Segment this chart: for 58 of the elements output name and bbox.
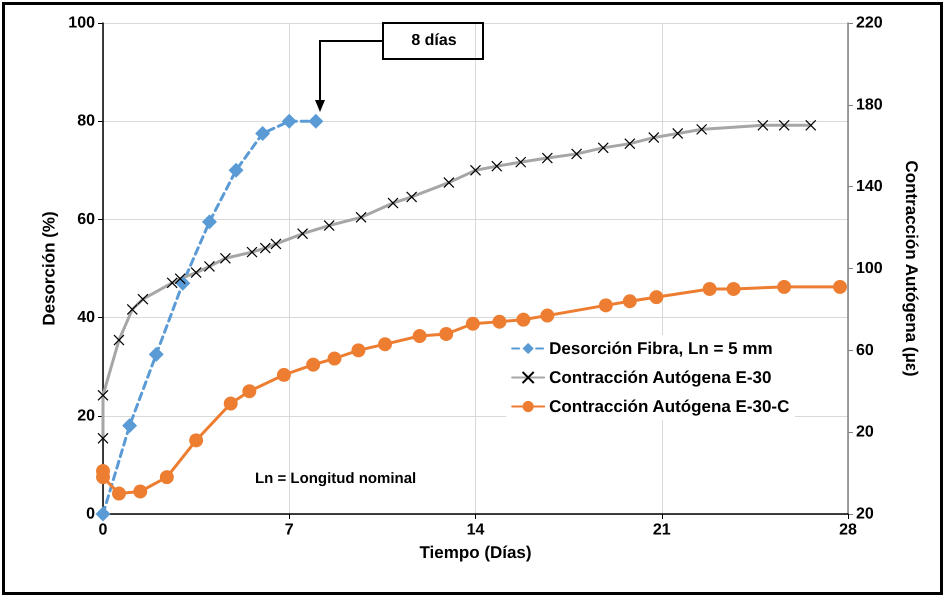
y2-tick-label: 100 xyxy=(856,260,883,277)
y2-tick-label: 140 xyxy=(856,178,883,196)
point xyxy=(378,337,392,352)
point xyxy=(833,280,848,294)
point xyxy=(649,290,664,304)
point xyxy=(224,396,238,411)
point xyxy=(726,282,741,296)
point xyxy=(96,506,110,522)
point xyxy=(516,312,530,327)
point xyxy=(202,214,217,230)
y-tick-label: 60 xyxy=(77,210,96,228)
point xyxy=(306,358,320,372)
point xyxy=(282,114,297,129)
point xyxy=(160,470,174,484)
y-tick-label: 0 xyxy=(86,506,96,522)
point xyxy=(276,368,291,382)
y2-tick-label: 20 xyxy=(856,424,874,441)
point xyxy=(327,352,342,366)
point xyxy=(540,308,554,323)
y-tick-label: 20 xyxy=(77,407,96,424)
legend-label: Contracción Autógena E-30-C xyxy=(549,397,790,416)
point xyxy=(777,280,792,294)
point xyxy=(228,162,244,178)
point xyxy=(133,484,148,498)
annotation: 8 días xyxy=(383,23,485,59)
point xyxy=(148,346,164,362)
x-tick-label: 0 xyxy=(98,522,108,538)
x-tick-label: 14 xyxy=(466,522,484,538)
x-tick-label: 7 xyxy=(284,522,294,538)
point xyxy=(702,282,717,296)
point xyxy=(412,329,427,344)
y2-tick-label: 220 xyxy=(856,14,883,32)
y2-tick-label: 60 xyxy=(856,342,874,359)
y2-axis-title: Contracción Autógena (με) xyxy=(902,160,921,377)
y-tick-label: 80 xyxy=(77,112,96,130)
point xyxy=(492,314,506,329)
x-tick-label: 21 xyxy=(652,522,671,538)
point xyxy=(255,126,270,141)
annotation: Ln = Longitud nominal xyxy=(255,470,416,487)
point xyxy=(189,433,204,448)
point xyxy=(598,298,613,312)
y-tick-label: 40 xyxy=(77,309,96,326)
point xyxy=(622,294,637,308)
point xyxy=(122,418,138,434)
point xyxy=(242,384,256,398)
point xyxy=(112,486,126,501)
point xyxy=(351,343,366,358)
point xyxy=(308,114,324,129)
y-tick-label: 100 xyxy=(68,14,96,32)
point xyxy=(439,326,454,341)
point xyxy=(466,316,480,331)
y-axis-title: Desorción (%) xyxy=(39,211,58,326)
legend-label: Desorción Fibra, Ln = 5 mm xyxy=(549,339,773,358)
legend-label: Contracción Autógena E-30 xyxy=(549,368,772,387)
y2-tick-label: 180 xyxy=(856,96,883,114)
x-tick-label: 28 xyxy=(839,522,857,538)
x-axis-title: Tiempo (Días) xyxy=(419,543,532,562)
y2-tick-label: 20 xyxy=(856,506,874,522)
